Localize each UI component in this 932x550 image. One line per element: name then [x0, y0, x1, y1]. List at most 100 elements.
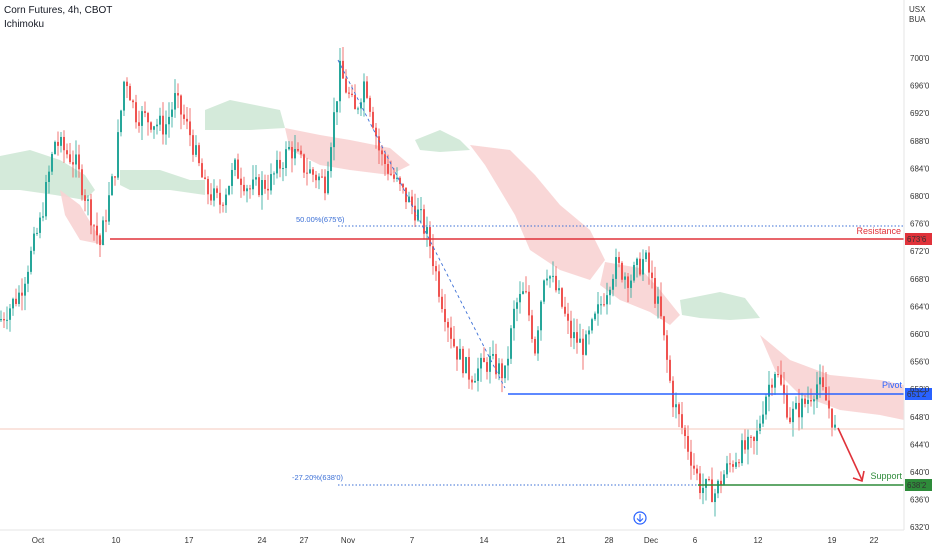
candle-body	[393, 174, 395, 179]
scroll-to-realtime-icon[interactable]	[633, 511, 647, 525]
candle-body	[723, 474, 725, 485]
candle-body	[600, 304, 602, 306]
candle-body	[354, 95, 356, 110]
time-tick-label: 24	[258, 536, 267, 545]
candle	[402, 183, 404, 194]
candle-body	[159, 115, 161, 125]
candle	[189, 108, 191, 147]
candle-body	[438, 271, 440, 297]
candle	[366, 76, 368, 100]
candle-body	[780, 374, 782, 385]
candle-body	[621, 262, 623, 280]
candle	[735, 452, 737, 469]
candle-body	[504, 365, 506, 379]
candle	[195, 135, 197, 158]
candle-body	[711, 479, 713, 503]
candle	[522, 282, 524, 295]
candle-body	[63, 136, 65, 151]
price-tick-label: 632'0	[910, 523, 930, 532]
price-tick-label: 672'0	[910, 247, 930, 256]
candle-body	[69, 154, 71, 163]
candle-body	[633, 265, 635, 281]
candle	[528, 285, 530, 322]
candle-body	[60, 136, 62, 146]
candle	[540, 300, 542, 341]
candle-body	[765, 396, 767, 415]
candle-body	[777, 374, 779, 376]
candle	[687, 425, 689, 460]
candle	[567, 302, 569, 334]
candle-body	[660, 296, 662, 317]
candle	[756, 419, 758, 455]
time-axis[interactable]: Oct 10 17 24 27 Nov 7 14 21 28 Dec 6 12 19 22	[32, 536, 879, 545]
candle	[606, 282, 608, 315]
candle-body	[357, 108, 359, 110]
candle	[720, 471, 722, 494]
candle-body	[366, 81, 368, 98]
candle	[459, 338, 461, 360]
candle	[474, 373, 476, 383]
candle-body	[249, 188, 251, 190]
candle	[384, 150, 386, 176]
candle	[39, 212, 41, 239]
candle	[57, 131, 59, 156]
candle-body	[36, 232, 38, 234]
candle-body	[549, 276, 551, 279]
candle	[393, 168, 395, 183]
resistance-value: 673'6	[907, 235, 927, 244]
cloud-segment	[760, 335, 904, 420]
candle	[198, 142, 200, 167]
price-axis[interactable]: 700'0 696'0 692'0 688'0 684'0 680'0 676'0 672'0…	[910, 54, 930, 532]
candle-body	[135, 102, 137, 123]
candle-body	[732, 464, 734, 467]
price-tick-label: 652'0	[910, 385, 930, 394]
price-tick-label: 648'0	[910, 413, 930, 422]
candle	[261, 171, 263, 210]
candle-body	[816, 384, 818, 400]
candle-body	[291, 146, 293, 159]
time-tick-label: 14	[480, 536, 489, 545]
candle-body	[750, 436, 752, 438]
candle-body	[741, 440, 743, 464]
candle	[330, 142, 332, 178]
candle-body	[189, 121, 191, 136]
candle-body	[630, 280, 632, 288]
candle	[126, 77, 128, 99]
candle-body	[459, 348, 461, 360]
candle-body	[744, 440, 746, 450]
candle	[69, 143, 71, 165]
candle	[807, 386, 809, 414]
candle-body	[315, 174, 317, 181]
candle-body	[99, 235, 101, 245]
candle	[51, 151, 53, 176]
candle-body	[726, 463, 728, 475]
candle-body	[375, 127, 377, 137]
candle-body	[807, 399, 809, 404]
candle-body	[303, 154, 305, 173]
candle	[258, 173, 260, 198]
candle-body	[456, 346, 458, 360]
candle	[21, 278, 23, 311]
candle-body	[330, 147, 332, 172]
candle-body	[390, 173, 392, 175]
candle	[750, 435, 752, 448]
candle	[354, 84, 356, 110]
candle-body	[405, 187, 407, 203]
candle-body	[564, 306, 566, 314]
candle	[513, 300, 515, 341]
candle-body	[666, 335, 668, 360]
candle-body	[576, 332, 578, 343]
candle	[768, 371, 770, 412]
candle	[456, 346, 458, 371]
candle-body	[267, 188, 269, 191]
candle	[639, 252, 641, 277]
candle	[813, 395, 815, 415]
candle	[297, 142, 299, 153]
candle	[600, 296, 602, 315]
candle	[738, 458, 740, 468]
candle	[138, 110, 140, 133]
cloud-segment	[0, 150, 95, 200]
candle	[147, 111, 149, 136]
candle	[27, 265, 29, 293]
